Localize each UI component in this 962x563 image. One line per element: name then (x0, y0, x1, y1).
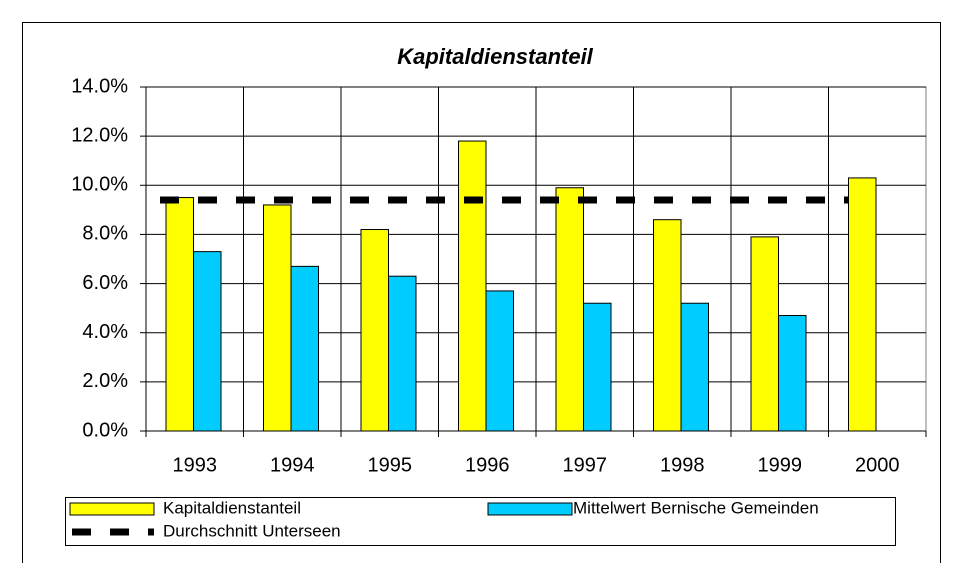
y-tick-label: 0.0% (82, 419, 128, 441)
x-tick-label: 1997 (563, 454, 608, 476)
bar (290, 265, 319, 432)
bar (165, 197, 194, 432)
legend-swatch (69, 502, 155, 516)
y-tick-label: 2.0% (82, 370, 128, 392)
y-tick-label: 12.0% (71, 124, 128, 146)
legend-label: Mittelwert Bernische Gemeinden (573, 498, 819, 517)
y-tick-label: 10.0% (71, 174, 128, 196)
bar (778, 315, 807, 432)
x-tick-label: 1998 (660, 454, 705, 476)
bar (485, 290, 514, 432)
chart-title: Kapitaldienstanteil (397, 44, 593, 69)
bar (680, 302, 709, 432)
bar (583, 302, 612, 432)
bar (750, 236, 779, 432)
bar (193, 251, 222, 432)
bar (388, 275, 417, 432)
x-tick-label: 1994 (270, 454, 315, 476)
y-tick-label: 6.0% (82, 272, 128, 294)
x-tick-label: 1993 (173, 454, 218, 476)
x-tick-label: 1996 (465, 454, 510, 476)
y-tick-label: 8.0% (82, 223, 128, 245)
bar (653, 219, 682, 432)
bar (848, 177, 877, 432)
bar (458, 140, 487, 432)
x-tick-label: 2000 (855, 454, 900, 476)
legend-box (65, 497, 896, 546)
legend-swatch (487, 502, 573, 516)
y-tick-label: 14.0% (71, 75, 128, 97)
bar (555, 187, 584, 432)
y-tick-label: 4.0% (82, 321, 128, 343)
bar (360, 229, 389, 432)
x-tick-label: 1995 (368, 454, 413, 476)
legend-label: Durchschnitt Unterseen (163, 521, 341, 540)
bar (263, 204, 292, 432)
legend-label: Kapitaldienstanteil (163, 498, 301, 517)
x-tick-label: 1999 (758, 454, 803, 476)
